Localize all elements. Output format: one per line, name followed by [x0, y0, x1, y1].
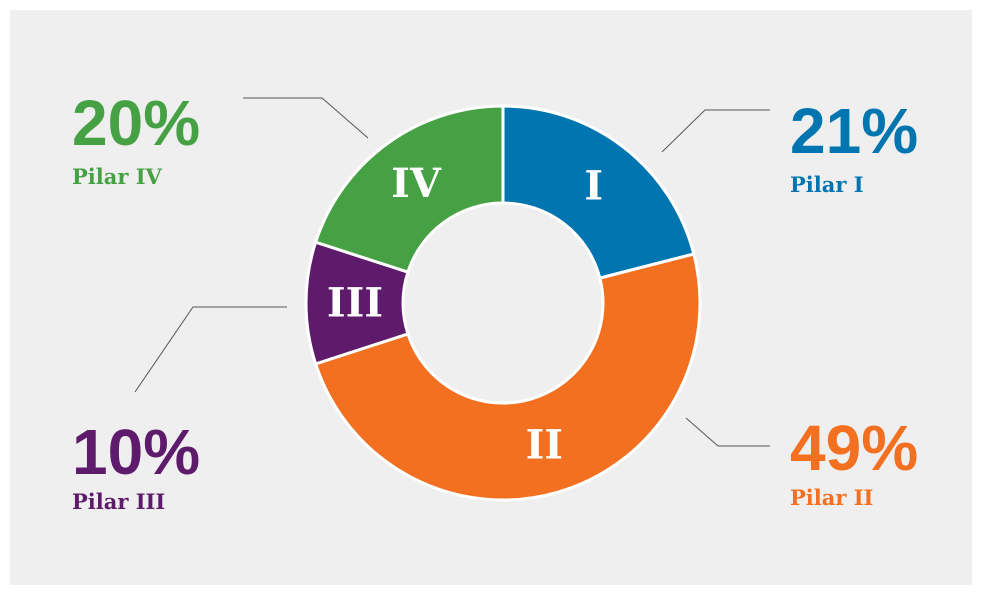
- segment-label: I: [584, 163, 603, 210]
- segment-label: III: [327, 280, 383, 327]
- value-label: 21%: [790, 95, 918, 167]
- value-label: 20%: [72, 87, 200, 159]
- category-label: Pilar III: [72, 489, 165, 514]
- category-label: Pilar I: [790, 172, 864, 197]
- value-label: 49%: [790, 412, 918, 484]
- segment-label: IV: [391, 160, 442, 207]
- leader-line: [685, 417, 770, 447]
- category-label: Pilar IV: [72, 164, 163, 189]
- donut-segment: [313, 252, 702, 502]
- segment-label: II: [526, 422, 563, 469]
- donut-segment: [313, 104, 505, 274]
- donut-segment: [501, 104, 696, 280]
- value-label: 10%: [72, 416, 200, 488]
- category-label: Pilar II: [790, 485, 873, 510]
- donut: [304, 104, 702, 502]
- leader-line: [243, 97, 369, 139]
- leader-line: [661, 109, 770, 153]
- leader-line: [134, 306, 287, 393]
